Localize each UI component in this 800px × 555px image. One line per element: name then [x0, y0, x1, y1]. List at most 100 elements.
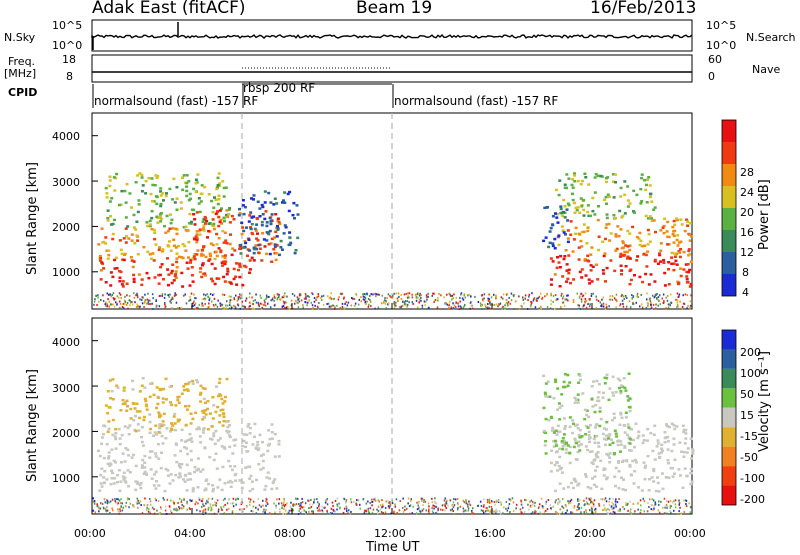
power-noise-cell: [192, 302, 194, 305]
power-noise-cell: [350, 304, 352, 307]
power-cell: [196, 249, 200, 252]
velocity-cell: [548, 395, 552, 398]
power-noise-cell: [330, 305, 332, 308]
power-cell: [168, 187, 172, 191]
power-cell: [579, 197, 583, 200]
power-cell: [587, 214, 591, 218]
power-noise-cell: [118, 296, 120, 299]
velocity-cell: [574, 398, 578, 402]
velocity-cell: [214, 429, 218, 433]
power-cell: [195, 240, 199, 244]
power-cell: [273, 245, 277, 248]
velocity-cell: [266, 449, 270, 453]
power-noise-cell: [443, 296, 445, 299]
power-noise-cell: [686, 294, 688, 296]
velocity-noise-cell: [153, 508, 155, 511]
velocity-cell: [100, 436, 104, 439]
power-noise-cell: [621, 294, 623, 297]
power-cell: [204, 222, 207, 225]
power-cell: [148, 253, 152, 256]
power-noise-cell: [286, 306, 289, 308]
power-cell: [153, 276, 157, 279]
velocity-cell: [599, 459, 603, 463]
velocity-noise-cell: [307, 499, 309, 502]
power-noise-cell: [561, 297, 564, 300]
velocity-cell: [584, 475, 588, 478]
power-noise-cell: [104, 303, 106, 306]
power-noise-cell: [609, 295, 611, 298]
power-noise-cell: [384, 299, 386, 302]
velocity-noise-cell: [549, 507, 552, 510]
power-noise-cell: [114, 297, 116, 300]
velocity-noise-cell: [216, 499, 219, 502]
power-noise-cell: [683, 303, 686, 305]
velocity-noise-cell: [377, 510, 380, 512]
velocity-noise-cell: [654, 501, 657, 504]
power-noise-cell: [560, 294, 562, 297]
power-noise-cell: [395, 292, 397, 295]
power-noise-cell: [271, 298, 274, 301]
power-cell: [157, 248, 161, 251]
power-cell: [611, 180, 615, 183]
velocity-cell: [597, 445, 601, 448]
power-cell: [593, 191, 597, 194]
power-noise-cell: [228, 295, 230, 298]
velocity-cell: [150, 382, 154, 385]
power-cell: [638, 231, 642, 235]
velocity-cell: [134, 429, 138, 433]
power-cell: [151, 252, 155, 255]
velocity-cell: [554, 380, 558, 384]
power-noise-cell: [189, 298, 192, 301]
power-cell: [102, 267, 106, 270]
power-noise-cell: [317, 293, 319, 296]
velocity-noise-cell: [412, 505, 414, 508]
power-noise-cell: [239, 293, 241, 296]
velocity-cell: [575, 423, 579, 427]
velocity-noise-cell: [281, 504, 283, 507]
velocity-noise-cell: [379, 504, 382, 507]
power-cell: [643, 178, 647, 182]
power-cell: [113, 189, 117, 192]
power-cell: [667, 261, 671, 264]
velocity-noise-cell: [601, 498, 604, 501]
power-noise-cell: [285, 306, 288, 309]
velocity-cell: [585, 424, 588, 428]
velocity-cell: [626, 395, 630, 398]
power-cell: [614, 233, 618, 236]
power-cell: [282, 199, 285, 202]
power-cell: [228, 221, 232, 224]
power-noise-cell: [131, 300, 133, 303]
velocity-noise-cell: [507, 505, 510, 507]
velocity-cell: [195, 469, 199, 472]
velocity-cell: [218, 437, 222, 440]
velocity-cell: [233, 444, 237, 447]
power-noise-cell: [448, 292, 450, 295]
velocity-noise-cell: [129, 502, 132, 505]
power-noise-cell: [306, 304, 308, 307]
power-cell: [605, 213, 609, 216]
power-cell: [130, 259, 134, 262]
power-noise-cell: [489, 301, 491, 304]
velocity-noise-cell: [262, 504, 264, 507]
power-cell: [296, 236, 300, 240]
velocity-cell: [549, 470, 553, 473]
power-noise-cell: [523, 296, 525, 299]
velocity-noise-cell: [108, 501, 110, 504]
power-noise-cell: [557, 298, 559, 301]
velocity-noise-cell: [539, 511, 541, 514]
velocity-cell: [546, 380, 550, 383]
power-cell: [121, 285, 125, 288]
velocity-noise-cell: [221, 509, 223, 511]
power-cell: [604, 280, 607, 283]
velocity-noise-cell: [407, 502, 409, 505]
cpid-segment-1: normalsound (fast) -157 RF: [94, 94, 259, 108]
velocity-noise-cell: [689, 511, 691, 514]
velocity-noise-cell: [669, 506, 671, 509]
velocity-cell: [117, 427, 121, 431]
power-noise-cell: [295, 299, 297, 302]
velocity-cell: [217, 394, 220, 398]
velocity-noise-cell: [577, 504, 580, 507]
power-cell: [175, 232, 179, 236]
power-noise-cell: [395, 301, 397, 304]
velocity-cbar-tick: 15: [740, 409, 754, 422]
